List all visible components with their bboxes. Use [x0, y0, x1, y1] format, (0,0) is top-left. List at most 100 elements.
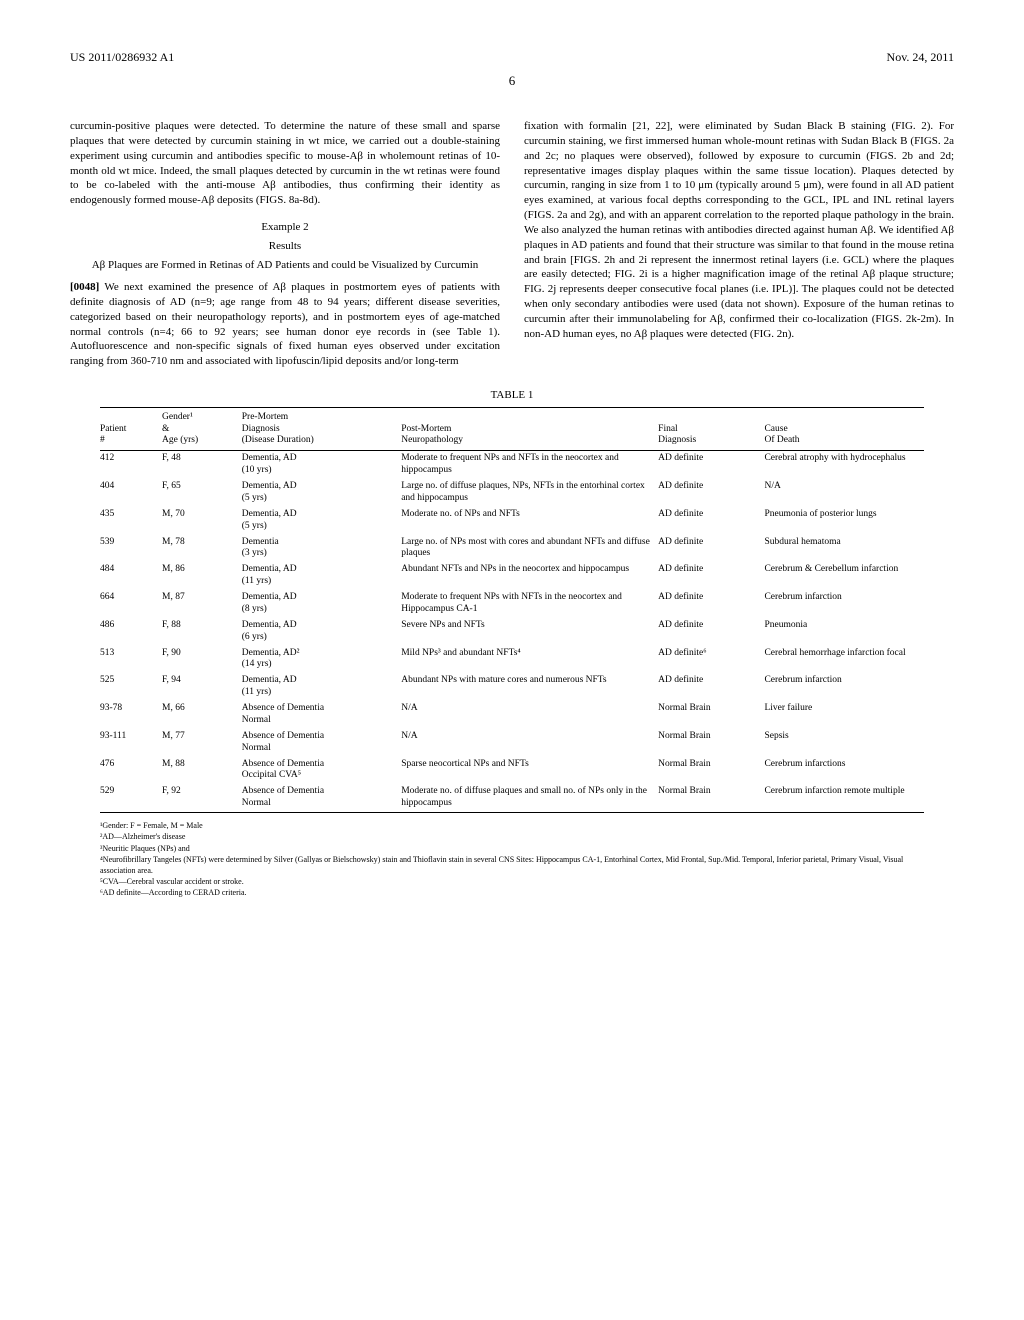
results-title: Results	[70, 239, 500, 254]
cell-postmortem: Sparse neocortical NPs and NFTs	[401, 757, 658, 785]
table-row: 486F, 88Dementia, AD(6 yrs)Severe NPs an…	[100, 618, 924, 646]
para-num: [0048]	[70, 281, 99, 293]
cell-cause: Pneumonia	[764, 618, 924, 646]
cell-gender: F, 92	[162, 784, 242, 812]
cell-patient: 484	[100, 562, 162, 590]
table-row: 525F, 94Dementia, AD(11 yrs)Abundant NPs…	[100, 673, 924, 701]
th-final: FinalDiagnosis	[658, 408, 764, 451]
section-subtitle: Aβ Plaques are Formed in Retinas of AD P…	[70, 258, 500, 272]
table-row: 93-78M, 66Absence of DementiaNormalN/ANo…	[100, 701, 924, 729]
cell-postmortem: Moderate to frequent NPs with NFTs in th…	[401, 590, 658, 618]
cell-premortem: Dementia, AD(10 yrs)	[242, 451, 401, 479]
right-column: fixation with formalin [21, 22], were el…	[524, 119, 954, 369]
table-row: 476M, 88Absence of DementiaOccipital CVA…	[100, 757, 924, 785]
cell-gender: F, 65	[162, 479, 242, 507]
cell-final: AD definite	[658, 562, 764, 590]
cell-cause: Cerebral atrophy with hydrocephalus	[764, 451, 924, 479]
cell-cause: Sepsis	[764, 729, 924, 757]
cell-patient: 404	[100, 479, 162, 507]
cell-gender: F, 94	[162, 673, 242, 701]
cell-gender: F, 48	[162, 451, 242, 479]
cell-gender: F, 88	[162, 618, 242, 646]
left-para-2: [0048] We next examined the presence of …	[70, 280, 500, 369]
footnote-6: ⁶AD definite—According to CERAD criteria…	[100, 888, 924, 898]
th-premortem: Pre-MortemDiagnosis(Disease Duration)	[242, 408, 401, 451]
cell-final: AD definite	[658, 590, 764, 618]
cell-cause: Cerebrum infarction remote multiple	[764, 784, 924, 812]
cell-cause: Cerebrum infarction	[764, 673, 924, 701]
cell-gender: M, 70	[162, 507, 242, 535]
cell-premortem: Absence of DementiaNormal	[242, 701, 401, 729]
cell-patient: 412	[100, 451, 162, 479]
cell-final: AD definite	[658, 535, 764, 563]
th-patient: Patient#	[100, 408, 162, 451]
cell-patient: 664	[100, 590, 162, 618]
cell-premortem: Dementia(3 yrs)	[242, 535, 401, 563]
table-row: 412F, 48Dementia, AD(10 yrs)Moderate to …	[100, 451, 924, 479]
cell-postmortem: Mild NPs³ and abundant NFTs⁴	[401, 646, 658, 674]
cell-final: AD definite	[658, 451, 764, 479]
cell-patient: 525	[100, 673, 162, 701]
cell-cause: N/A	[764, 479, 924, 507]
cell-postmortem: Moderate no. of diffuse plaques and smal…	[401, 784, 658, 812]
table-wrap: Patient# Gender¹&Age (yrs) Pre-MortemDia…	[100, 407, 924, 899]
body-columns: curcumin-positive plaques were detected.…	[70, 119, 954, 369]
table-footnotes: ¹Gender: F = Female, M = Male ²AD—Alzhei…	[100, 821, 924, 899]
cell-gender: M, 77	[162, 729, 242, 757]
cell-premortem: Absence of DementiaNormal	[242, 784, 401, 812]
patients-table: Patient# Gender¹&Age (yrs) Pre-MortemDia…	[100, 407, 924, 813]
cell-gender: M, 87	[162, 590, 242, 618]
cell-final: Normal Brain	[658, 784, 764, 812]
cell-premortem: Dementia, AD²(14 yrs)	[242, 646, 401, 674]
table-row: 404F, 65Dementia, AD(5 yrs)Large no. of …	[100, 479, 924, 507]
table-row: 484M, 86Dementia, AD(11 yrs)Abundant NFT…	[100, 562, 924, 590]
cell-postmortem: Severe NPs and NFTs	[401, 618, 658, 646]
cell-final: AD definite	[658, 618, 764, 646]
cell-cause: Cerebrum & Cerebellum infarction	[764, 562, 924, 590]
cell-gender: M, 86	[162, 562, 242, 590]
left-column: curcumin-positive plaques were detected.…	[70, 119, 500, 369]
cell-premortem: Dementia, AD(11 yrs)	[242, 562, 401, 590]
cell-final: AD definite	[658, 507, 764, 535]
cell-premortem: Dementia, AD(8 yrs)	[242, 590, 401, 618]
th-postmortem: Post-MortemNeuropathology	[401, 408, 658, 451]
publication-date: Nov. 24, 2011	[887, 50, 954, 65]
cell-premortem: Dementia, AD(5 yrs)	[242, 507, 401, 535]
cell-cause: Pneumonia of posterior lungs	[764, 507, 924, 535]
publication-number: US 2011/0286932 A1	[70, 50, 174, 65]
th-cause: CauseOf Death	[764, 408, 924, 451]
footnote-2: ²AD—Alzheimer's disease	[100, 832, 924, 842]
cell-postmortem: Moderate to frequent NPs and NFTs in the…	[401, 451, 658, 479]
cell-patient: 529	[100, 784, 162, 812]
cell-patient: 435	[100, 507, 162, 535]
cell-gender: M, 78	[162, 535, 242, 563]
table-header-row: Patient# Gender¹&Age (yrs) Pre-MortemDia…	[100, 408, 924, 451]
cell-final: AD definite	[658, 673, 764, 701]
cell-final: AD definite	[658, 479, 764, 507]
table-row: 513F, 90Dementia, AD²(14 yrs)Mild NPs³ a…	[100, 646, 924, 674]
cell-premortem: Dementia, AD(11 yrs)	[242, 673, 401, 701]
cell-final: Normal Brain	[658, 701, 764, 729]
right-para-1: fixation with formalin [21, 22], were el…	[524, 119, 954, 342]
cell-patient: 93-111	[100, 729, 162, 757]
cell-premortem: Dementia, AD(6 yrs)	[242, 618, 401, 646]
para-2-text: We next examined the presence of Aβ plaq…	[70, 281, 500, 367]
cell-cause: Cerebral hemorrhage infarction focal	[764, 646, 924, 674]
page-number: 6	[70, 73, 954, 89]
cell-postmortem: N/A	[401, 729, 658, 757]
cell-cause: Subdural hematoma	[764, 535, 924, 563]
cell-gender: M, 88	[162, 757, 242, 785]
cell-premortem: Absence of DementiaOccipital CVA⁵	[242, 757, 401, 785]
cell-postmortem: Moderate no. of NPs and NFTs	[401, 507, 658, 535]
cell-gender: F, 90	[162, 646, 242, 674]
left-para-1: curcumin-positive plaques were detected.…	[70, 119, 500, 208]
table-row: 93-111M, 77Absence of DementiaNormalN/AN…	[100, 729, 924, 757]
example-title: Example 2	[70, 220, 500, 235]
cell-patient: 486	[100, 618, 162, 646]
cell-patient: 513	[100, 646, 162, 674]
footnote-3: ³Neuritic Plaques (NPs) and	[100, 844, 924, 854]
footnote-5: ⁵CVA—Cerebral vascular accident or strok…	[100, 877, 924, 887]
table-row: 664M, 87Dementia, AD(8 yrs)Moderate to f…	[100, 590, 924, 618]
cell-postmortem: Large no. of NPs most with cores and abu…	[401, 535, 658, 563]
cell-premortem: Dementia, AD(5 yrs)	[242, 479, 401, 507]
